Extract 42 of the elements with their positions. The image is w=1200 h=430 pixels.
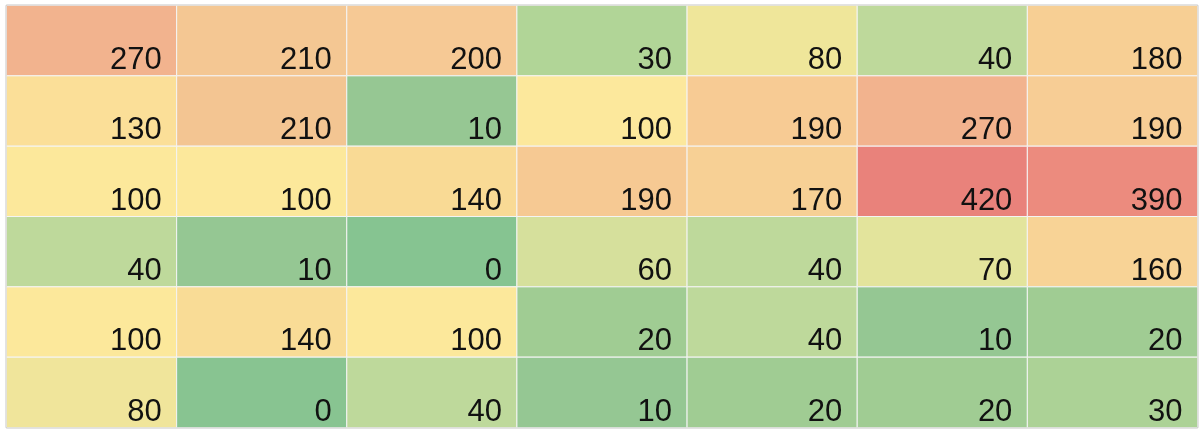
data-label: 390 (1130, 181, 1183, 217)
data-label: 80 (807, 40, 843, 76)
data-label: 30 (637, 40, 673, 76)
data-label: 20 (977, 392, 1013, 428)
data-label: 180 (1130, 40, 1183, 76)
data-label: 270 (960, 111, 1013, 147)
data-label: 10 (467, 111, 502, 147)
data-label: 210 (280, 111, 332, 147)
data-label: 170 (790, 181, 843, 217)
data-label: 160 (1130, 251, 1183, 287)
data-label: 40 (467, 392, 502, 428)
data-label: 100 (109, 181, 162, 217)
data-label: 0 (314, 392, 332, 428)
data-label: 40 (977, 40, 1013, 76)
data-label: 40 (807, 251, 843, 287)
data-label: 10 (297, 251, 332, 287)
data-label: 270 (109, 40, 162, 76)
data-label: 200 (450, 40, 502, 76)
data-label: 40 (127, 251, 162, 287)
data-label: 80 (127, 392, 162, 428)
data-label: 0 (484, 251, 502, 287)
data-label: 60 (637, 251, 673, 287)
data-label: 20 (637, 322, 673, 358)
data-label: 20 (807, 392, 843, 428)
data-label: 10 (637, 392, 673, 428)
data-label: 140 (280, 322, 332, 358)
data-label: 70 (977, 251, 1013, 287)
data-label: 140 (450, 181, 502, 217)
data-label: 190 (790, 111, 843, 147)
data-label: 420 (960, 181, 1013, 217)
data-label: 10 (977, 322, 1013, 358)
data-label: 100 (620, 111, 673, 147)
data-label: 40 (807, 322, 843, 358)
data-label: 210 (280, 40, 332, 76)
data-label: 190 (1130, 111, 1183, 147)
data-label: 100 (109, 322, 162, 358)
data-label: 100 (450, 322, 502, 358)
data-label: 20 (1148, 322, 1183, 358)
data-label: 190 (620, 181, 673, 217)
data-label: 30 (1148, 392, 1183, 428)
data-label: 130 (109, 111, 162, 147)
data-label: 100 (280, 181, 332, 217)
